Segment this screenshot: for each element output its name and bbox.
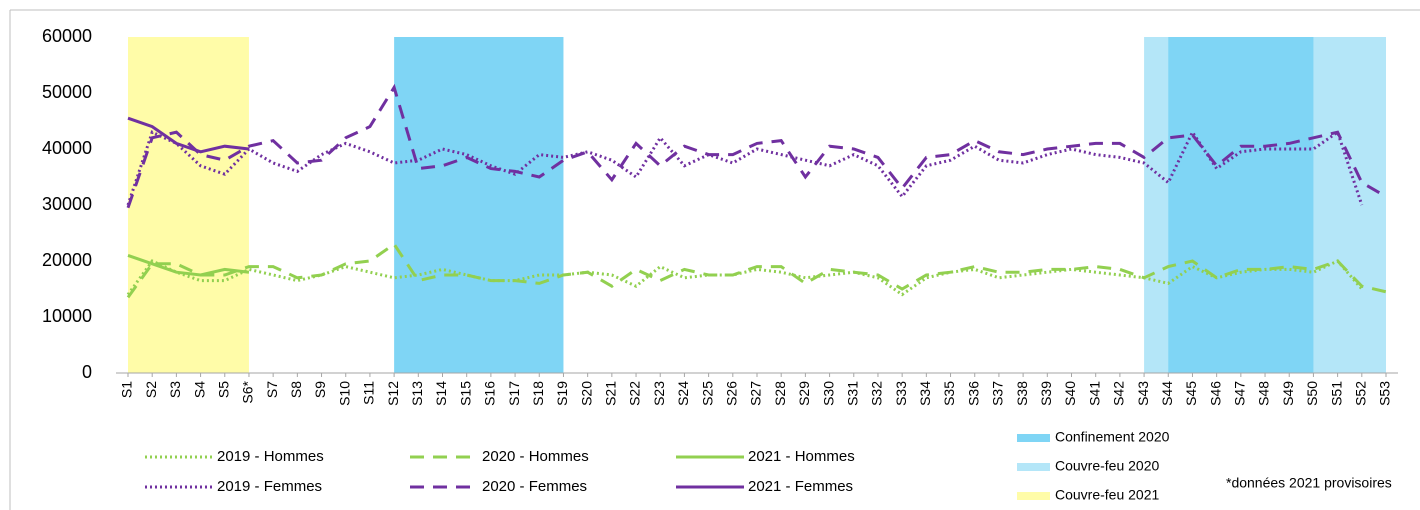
x-tick-label: S18 [530,381,546,406]
region [1168,37,1314,373]
x-tick-label: S21 [603,381,619,406]
x-tick-label: S24 [675,381,691,406]
region [394,37,564,373]
x-tick-label: S3 [167,381,183,398]
x-tick-label: S25 [699,381,715,406]
lines [126,83,1387,299]
x-tick-label: S16 [482,381,498,406]
x-tick-label: S15 [457,381,473,406]
x-tick-label: S34 [917,381,933,406]
x-tick-label: S22 [627,381,643,406]
x-tick-label: S49 [1280,381,1296,406]
x-tick-label: S32 [869,381,885,406]
legend-label: 2021 - Femmes [748,478,853,495]
x-tick-label: S26 [724,381,740,406]
legend-swatch [1017,463,1050,471]
legend-label: 2019 - Hommes [217,448,324,465]
x-tick-label: S48 [1256,381,1272,406]
x-tick-label: S31 [844,381,860,406]
legend-label: Couvre-feu 2020 [1055,458,1160,474]
y-tick-label: 20000 [42,250,92,270]
y-tick-label: 0 [82,362,92,382]
x-tick-label: S43 [1135,381,1151,406]
region [128,37,249,373]
x-tick-label: S33 [893,381,909,406]
x-tick-label: S28 [772,381,788,406]
x-tick-label: S5 [215,381,231,398]
note: *données 2021 provisoires [1226,475,1392,491]
x-tick-label: S2 [143,381,159,398]
x-tick-label: S41 [1086,381,1102,406]
x-tick-label: S46 [1207,381,1223,406]
x-tick-label: S39 [1038,381,1054,406]
legend-label: 2019 - Femmes [217,478,322,495]
series-line [127,253,250,277]
x-tick-label: S1 [119,381,135,398]
regions [128,37,1386,373]
y-tick-label: 10000 [42,306,92,326]
x-tick-label: S14 [433,381,449,406]
x-tick-label: S45 [1183,381,1199,406]
series-line [127,116,250,154]
legend-label: 2020 - Femmes [482,478,587,495]
x-tick-label: S42 [1111,381,1127,406]
y-tick-label: 50000 [42,82,92,102]
x-tick-label: S35 [941,381,957,406]
x-tick-label: S20 [578,381,594,406]
legend-label: 2020 - Hommes [482,448,589,465]
x-tick-label: S38 [1014,381,1030,406]
x-tick-label: S37 [990,381,1006,406]
y-tick-label: 60000 [42,26,92,46]
x-tick-label: S51 [1328,381,1344,406]
legend-swatch [1017,434,1050,442]
x-tick-label: S11 [361,381,377,405]
x-tick-label: S27 [748,381,764,406]
x-tick-label: S4 [191,381,207,398]
x-tick-label: S29 [796,381,812,406]
x-tick-label: S23 [651,381,667,406]
legend-label: Couvre-feu 2021 [1055,487,1160,503]
legend-label: Confinement 2020 [1055,429,1170,445]
series-line [126,83,1387,209]
x-tick-label: S8 [288,381,304,398]
legend-swatch [1017,492,1050,500]
x-tick-label: S19 [554,381,570,406]
x-tick-label: S7 [264,381,280,398]
x-tick-label: S12 [385,381,401,406]
x-tick-label: S47 [1232,381,1248,406]
y-tick-label: 30000 [42,194,92,214]
x-tick-label: S53 [1377,381,1393,406]
x-tick-label: S36 [965,381,981,406]
series-line [126,242,1387,299]
y-tick-label: 40000 [42,138,92,158]
x-tick-label: S9 [312,381,328,398]
x-tick-label: S6* [240,380,256,403]
x-tick-label: S10 [336,381,352,406]
series-line [126,129,1364,206]
x-tick-label: S17 [506,381,522,406]
x-tick-label: S52 [1353,381,1369,406]
x-tick-label: S40 [1062,381,1078,406]
x-tick-label: S13 [409,381,425,406]
x-tick-label: S44 [1159,381,1175,406]
x-tick-label: S30 [820,381,836,406]
x-tick-label: S50 [1304,381,1320,406]
legend-label: 2021 - Hommes [748,448,855,465]
